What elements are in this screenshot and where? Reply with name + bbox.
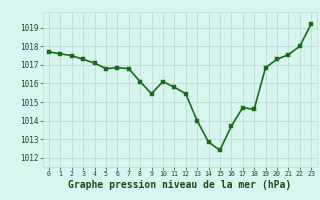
X-axis label: Graphe pression niveau de la mer (hPa): Graphe pression niveau de la mer (hPa) bbox=[68, 180, 292, 190]
